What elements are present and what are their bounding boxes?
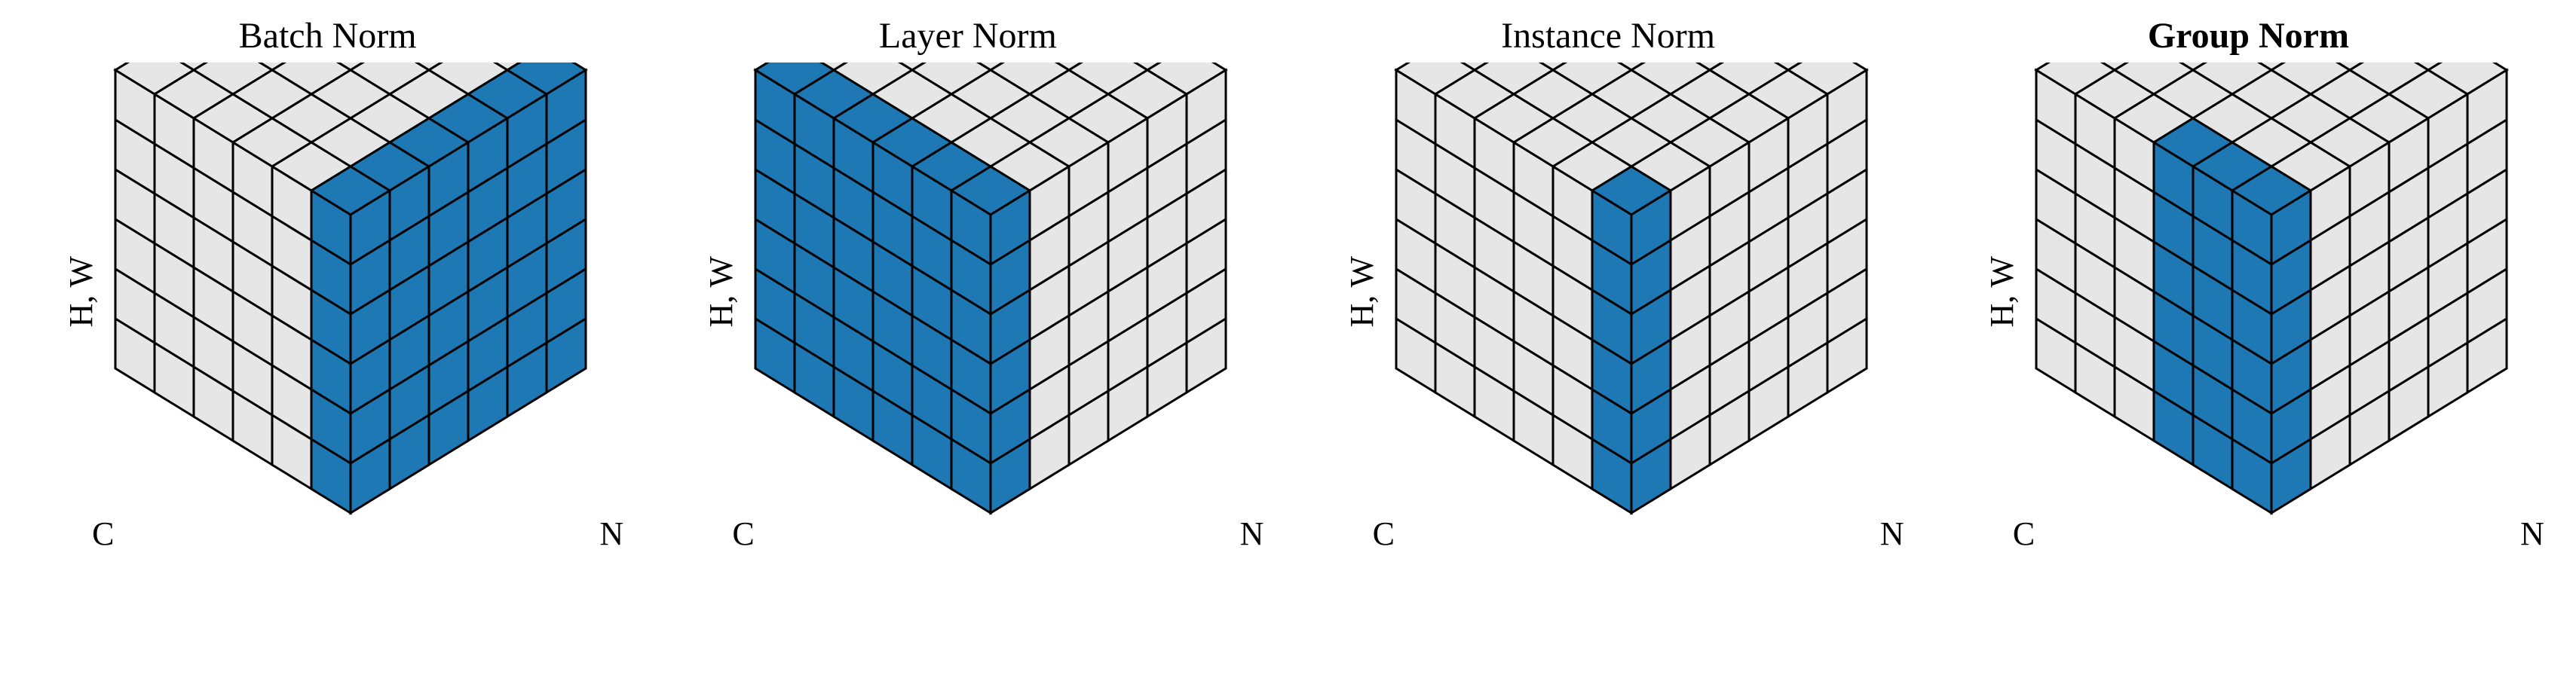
axis-labels-cn: CN <box>1282 515 1934 553</box>
axis-labels-cn: CN <box>2 515 654 553</box>
panel-batch-norm: Batch NormH, WCN <box>62 15 593 553</box>
norm-cube <box>108 63 593 521</box>
axis-label-c: C <box>732 515 754 553</box>
norm-cube <box>748 63 1233 521</box>
panel-group-norm: Group NormH, WCN <box>1983 15 2514 553</box>
norm-cube <box>1389 63 1874 521</box>
axis-label-n: N <box>599 515 623 553</box>
cube-row: H, W <box>1343 63 1874 521</box>
axis-label-hw: H, W <box>1983 256 2021 328</box>
axis-labels-cn: CN <box>642 515 1294 553</box>
axis-label-c: C <box>2013 515 2035 553</box>
axis-label-n: N <box>1240 515 1264 553</box>
panel-layer-norm: Layer NormH, WCN <box>702 15 1233 553</box>
panel-instance-norm: Instance NormH, WCN <box>1343 15 1874 553</box>
axis-label-c: C <box>92 515 114 553</box>
cube-row: H, W <box>1983 63 2514 521</box>
axis-label-n: N <box>1880 515 1904 553</box>
panel-title: Group Norm <box>2148 15 2349 57</box>
cube-row: H, W <box>702 63 1233 521</box>
panel-title: Batch Norm <box>239 15 417 57</box>
axis-label-c: C <box>1373 515 1395 553</box>
axis-label-hw: H, W <box>702 256 740 328</box>
norm-cube <box>2029 63 2514 521</box>
axis-label-hw: H, W <box>1343 256 1381 328</box>
panel-title: Layer Norm <box>879 15 1057 57</box>
panel-title: Instance Norm <box>1501 15 1715 57</box>
axis-label-n: N <box>2520 515 2544 553</box>
cube-row: H, W <box>62 63 593 521</box>
axis-labels-cn: CN <box>1922 515 2574 553</box>
axis-label-hw: H, W <box>62 256 100 328</box>
